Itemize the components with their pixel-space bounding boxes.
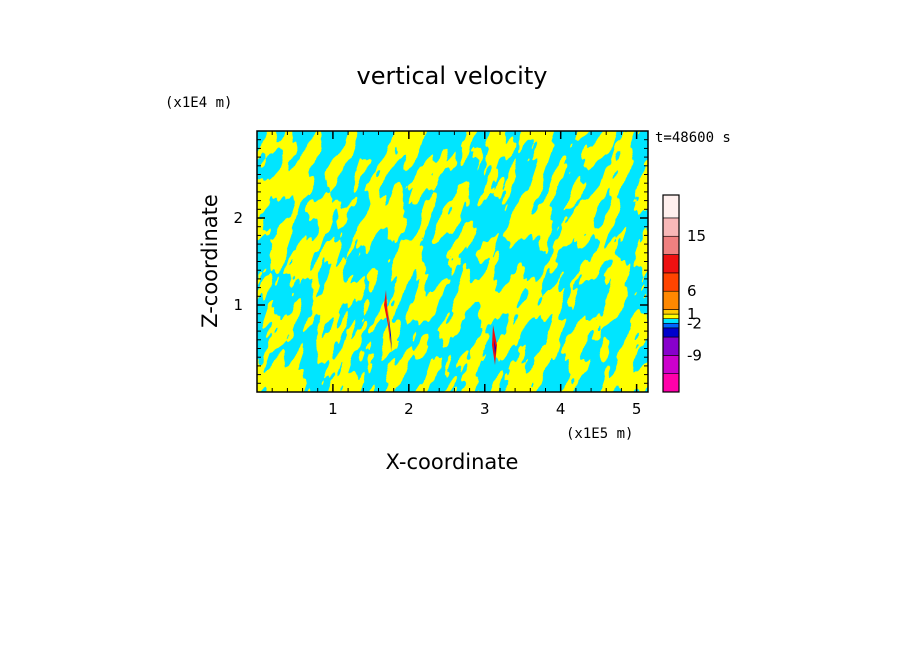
field-positive-bands xyxy=(257,131,648,392)
colorbar-segment xyxy=(662,355,680,374)
downdraft-core-right xyxy=(494,340,496,355)
colorbar: -9 -21 6 15 xyxy=(662,194,706,393)
chart-title: vertical velocity xyxy=(357,62,548,90)
axis-ticks: 1 2 3 4 5 1 2 xyxy=(233,131,648,418)
x-scale-label: (x1E5 m) xyxy=(566,426,633,442)
y-tick-label: 2 xyxy=(233,209,243,227)
colorbar-frame xyxy=(662,194,680,393)
x-axis-label: X-coordinate xyxy=(386,450,519,474)
x-tick-label: 5 xyxy=(632,400,642,418)
colorbar-label: 15 xyxy=(687,227,706,245)
colorbar-segment xyxy=(662,327,680,338)
x-tick-label: 4 xyxy=(556,400,566,418)
downdraft-core-left xyxy=(388,310,392,352)
updraft-core-left xyxy=(384,290,391,350)
colorbar-segment xyxy=(662,318,680,324)
colorbar-segment xyxy=(662,322,680,329)
x-tick-label: 1 xyxy=(328,400,338,418)
x-tick-label: 2 xyxy=(404,400,414,418)
time-label: t=48600 s xyxy=(655,130,731,146)
colorbar-segment xyxy=(662,254,680,274)
x-tick-label: 3 xyxy=(480,400,490,418)
colorbar-label: 6 xyxy=(687,282,697,300)
colorbar-segment xyxy=(662,235,680,255)
colorbar-segment xyxy=(662,309,680,315)
colorbar-segment xyxy=(662,272,680,292)
y-axis-label: Z-coordinate xyxy=(198,194,222,328)
colorbar-label: -2 xyxy=(687,314,702,332)
colorbar-segment xyxy=(662,313,680,319)
colorbar-label: 1 xyxy=(687,305,697,323)
colorbar-segment xyxy=(662,194,680,219)
colorbar-label: -9 xyxy=(687,346,702,364)
y-scale-label: (x1E4 m) xyxy=(165,95,232,111)
y-tick-label: 1 xyxy=(233,296,243,314)
colorbar-segment xyxy=(662,336,680,356)
colorbar-segment xyxy=(662,373,680,393)
colorbar-segment xyxy=(662,290,680,310)
heatmap-field xyxy=(257,131,648,392)
colorbar-segment xyxy=(662,217,680,237)
